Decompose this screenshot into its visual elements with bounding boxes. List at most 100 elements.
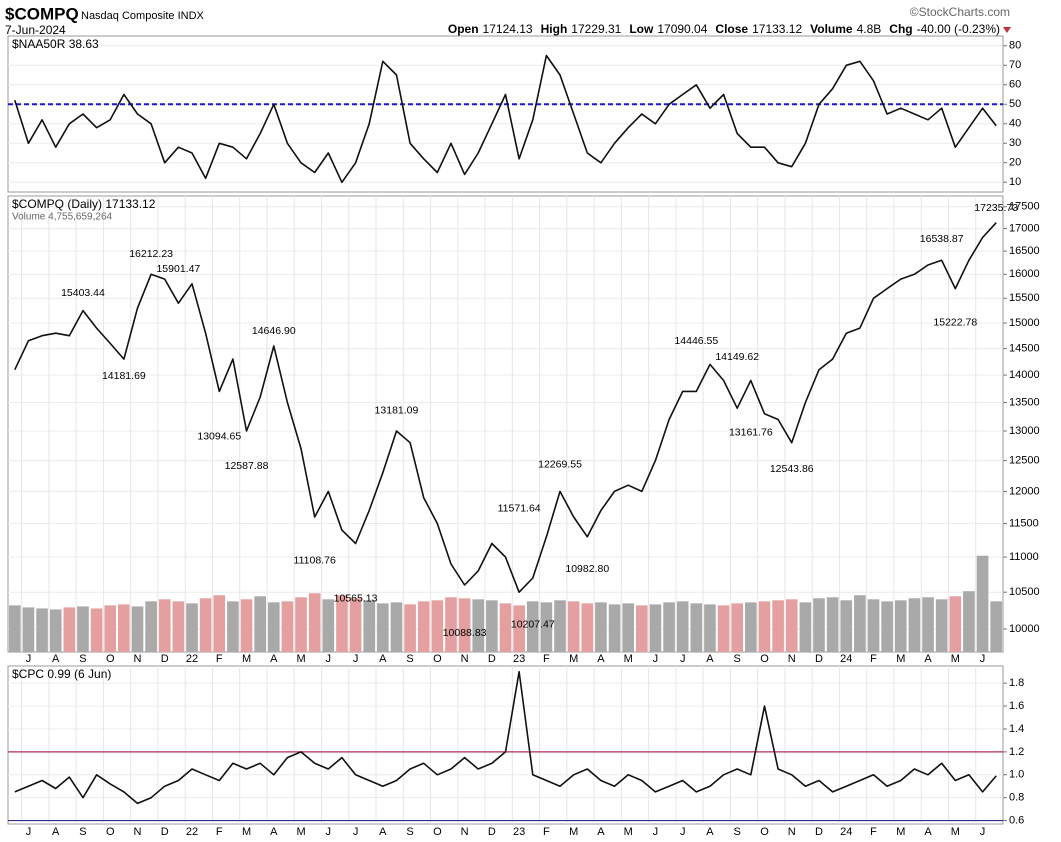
volume-bar	[649, 604, 662, 652]
stat-label: High	[541, 22, 568, 36]
volume-bar	[36, 608, 48, 652]
price-annotation: 16538.87	[920, 233, 964, 245]
volume-bar	[717, 605, 730, 652]
x-tick-label: M	[569, 653, 578, 665]
x-tick-label: A	[924, 826, 932, 838]
x-tick-label: A	[706, 653, 714, 665]
price-annotation: 11571.64	[498, 503, 541, 515]
volume-bar	[949, 596, 962, 652]
x-tick-label: F	[870, 826, 877, 838]
stat-label: Volume	[810, 22, 853, 36]
volume-bar	[377, 603, 389, 652]
price-annotation: 10088.83	[443, 627, 487, 639]
x-tick-label: F	[870, 653, 877, 665]
x-tick-label: S	[79, 653, 86, 665]
volume-bar	[881, 601, 893, 652]
x-tick-label: M	[624, 826, 633, 838]
x-tick-label: J	[653, 653, 659, 665]
y-tick-label: 80	[1009, 40, 1021, 52]
volume-bar	[404, 604, 416, 652]
price-annotation: 13161.76	[729, 426, 773, 438]
stat-value: 4.8B	[857, 22, 882, 36]
volume-bar	[854, 595, 866, 652]
y-tick-label: 12500	[1009, 455, 1040, 467]
y-tick-label: 10500	[1009, 586, 1040, 598]
x-tick-label: S	[734, 826, 741, 838]
volume-bar	[581, 603, 594, 652]
volume-bar	[704, 604, 716, 652]
volume-bar	[922, 597, 934, 652]
x-tick-label: A	[270, 653, 278, 665]
y-tick-label: 15000	[1009, 317, 1040, 329]
volume-bar	[308, 593, 321, 652]
volume-bar	[322, 599, 335, 652]
volume-bar	[104, 605, 117, 652]
x-tick-label: A	[924, 653, 932, 665]
panel-title: $NAA50R 38.63	[12, 37, 99, 51]
x-tick-label: N	[788, 826, 796, 838]
series-line	[14, 54, 997, 184]
x-tick-label: A	[597, 653, 605, 665]
y-tick-label: 30	[1009, 137, 1021, 149]
volume-bar	[445, 597, 457, 652]
volume-bar	[90, 608, 103, 652]
volume-bar	[772, 600, 784, 652]
panel-frame	[7, 195, 1004, 653]
x-tick-label: N	[788, 653, 796, 665]
volume-bar	[49, 609, 62, 652]
y-tick-label: 11500	[1009, 517, 1039, 529]
volume-bar	[731, 603, 744, 652]
x-tick-label: 23	[513, 653, 525, 665]
price-annotation: 14181.69	[102, 370, 146, 382]
y-tick-label: 11000	[1009, 551, 1039, 563]
volume-bar	[77, 606, 89, 652]
x-tick-label: S	[406, 653, 413, 665]
price-annotation: 17235.73	[974, 202, 1018, 214]
x-tick-label: A	[52, 653, 60, 665]
x-tick-label: M	[624, 653, 633, 665]
volume-bar	[172, 601, 185, 652]
x-tick-label: A	[52, 826, 60, 838]
x-tick-label: F	[543, 826, 550, 838]
price-annotation: 15403.44	[61, 287, 105, 299]
panel-subtitle: Volume 4,755,659,264	[12, 212, 113, 223]
series-line	[14, 222, 997, 593]
x-tick-label: F	[216, 826, 223, 838]
x-tick-label: M	[296, 826, 305, 838]
y-tick-label: 0.8	[1009, 792, 1024, 804]
volume-bar	[826, 597, 839, 652]
y-tick-label: 1.8	[1009, 677, 1024, 689]
volume-bar	[22, 607, 35, 652]
x-tick-label: J	[980, 826, 986, 838]
price-annotation: 10565.13	[334, 592, 378, 604]
x-tick-label: 23	[513, 826, 525, 838]
x-tick-label: A	[379, 826, 387, 838]
volume-bar	[363, 600, 376, 652]
x-tick-label: O	[433, 653, 442, 665]
y-tick-label: 14500	[1009, 343, 1040, 355]
volume-bar	[431, 600, 444, 652]
x-tick-label: J	[353, 653, 359, 665]
x-tick-label: J	[326, 653, 332, 665]
volume-bar	[567, 601, 580, 652]
price-annotation: 14446.55	[674, 335, 718, 347]
x-tick-label: 22	[186, 653, 198, 665]
x-tick-label: M	[951, 653, 960, 665]
x-tick-label: A	[379, 653, 387, 665]
stat-label: Close	[715, 22, 748, 36]
change-arrow	[1003, 27, 1011, 33]
x-tick-label: N	[134, 826, 142, 838]
x-tick-label: A	[270, 826, 278, 838]
price-annotation: 12269.55	[538, 458, 582, 470]
y-tick-label: 70	[1009, 59, 1021, 71]
volume-bar	[295, 597, 307, 652]
volume-bar	[118, 604, 130, 652]
x-tick-label: O	[433, 826, 442, 838]
panel-title: $CPC 0.99 (6 Jun)	[12, 667, 111, 681]
price-annotation: 10207.47	[511, 618, 555, 630]
x-tick-label: O	[760, 826, 769, 838]
volume-bar	[663, 602, 675, 652]
x-tick-label: J	[26, 653, 32, 665]
x-tick-label: J	[653, 826, 659, 838]
price-annotation: 16212.23	[129, 248, 173, 260]
